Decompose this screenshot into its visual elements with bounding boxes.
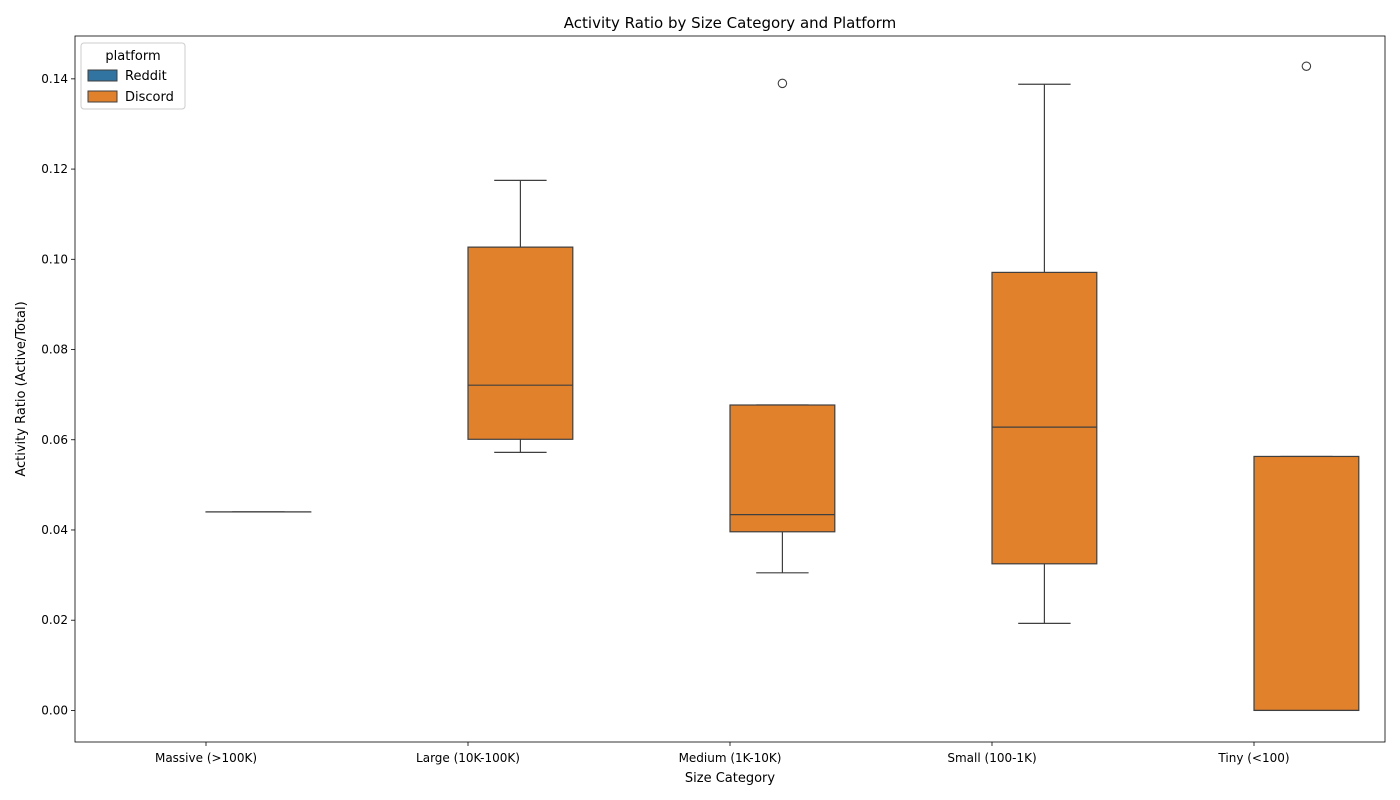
y-tick-label: 0.14 [41,72,68,86]
box-group [729,78,836,574]
x-tick-label: Massive (>100K) [155,751,257,765]
y-tick-label: 0.02 [41,613,68,627]
box-group [467,179,574,453]
legend-swatch [87,69,118,82]
y-tick-label: 0.06 [41,433,68,447]
box-group [991,83,1098,624]
x-tick-label: Small (100-1K) [947,751,1036,765]
box-body [1253,455,1360,712]
y-axis: 0.00 0.02 0.04 0.06 0.08 0.10 0.12 0.14 [41,72,75,717]
legend-title: platform [105,49,160,64]
x-axis-label: Size Category [685,771,776,786]
y-tick-label: 0.00 [41,703,68,717]
y-tick-label: 0.10 [41,252,68,266]
x-tick-label: Large (10K-100K) [416,751,520,765]
x-axis: Massive (>100K) Large (10K-100K) Medium (1… [155,742,1290,765]
y-tick-label: 0.08 [41,343,68,357]
y-tick-label: 0.04 [41,523,68,537]
box-body [729,404,836,533]
y-tick-label: 0.12 [41,162,68,176]
chart-title: Activity Ratio by Size Category and Plat… [564,14,896,32]
legend-swatch [87,90,118,103]
box-group [1253,61,1360,712]
box-body [467,246,574,440]
legend-label: Discord [125,90,174,105]
legend: platform Reddit Discord [80,42,186,110]
outlier-point [777,78,788,89]
y-axis-label: Activity Ratio (Active/Total) [14,301,29,476]
outlier-point [1301,61,1312,71]
legend-label: Reddit [125,69,167,84]
legend-entries: Reddit Discord [87,69,174,105]
x-tick-label: Tiny (<100) [1217,751,1289,765]
boxes-layer [205,61,1360,712]
box-body [991,271,1098,565]
x-tick-label: Medium (1K-10K) [679,751,782,765]
